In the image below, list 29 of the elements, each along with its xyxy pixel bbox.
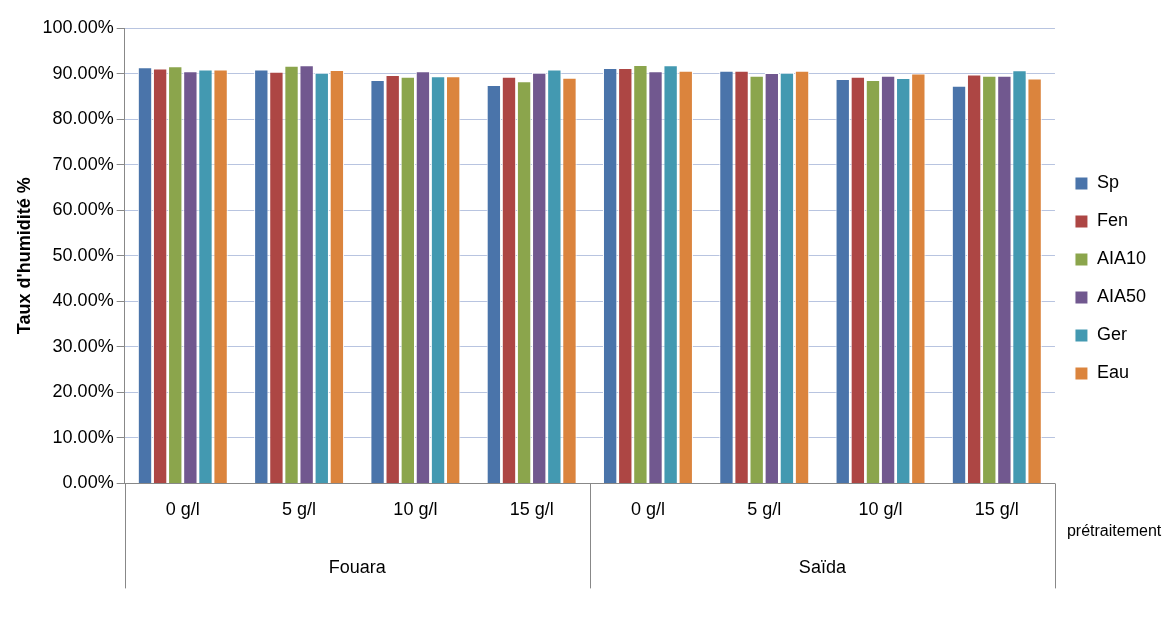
y-tick-label: 10.00% [52, 426, 114, 447]
x-tick-label: 15 g/l [974, 499, 1019, 520]
y-axis-title: Taux d'humidité % [13, 177, 34, 335]
x-axis-title: prétraitement [1066, 521, 1162, 539]
legend-label: Sp [1096, 172, 1119, 193]
x-tick-label: 5 g/l [747, 499, 782, 520]
y-tick-label: 40.00% [52, 290, 114, 311]
x-tick-label: 10 g/l [393, 499, 438, 520]
x-tick-label: 0 g/l [165, 499, 200, 520]
legend-label: AIA10 [1096, 248, 1147, 269]
y-tick-label: 30.00% [52, 335, 114, 356]
x-tick-label: 15 g/l [509, 499, 554, 520]
y-tick-label: 80.00% [52, 108, 114, 129]
y-tick-label: 70.00% [52, 153, 114, 174]
x-tick-label: 10 g/l [858, 499, 903, 520]
legend-label: Ger [1096, 324, 1127, 345]
legend-label: Eau [1096, 362, 1129, 383]
y-tick-label: 90.00% [52, 62, 114, 83]
x-tick-label: 0 g/l [630, 499, 665, 520]
y-tick-label: 60.00% [52, 199, 114, 220]
legend-label: Fen [1096, 210, 1128, 231]
x-tick-label: 5 g/l [282, 499, 317, 520]
text: Fouara [328, 557, 387, 578]
y-tick-label: 100.00% [42, 16, 114, 37]
y-tick-label: 20.00% [52, 381, 114, 402]
text: Saïda [798, 557, 847, 578]
y-tick-label: 0.00% [62, 472, 114, 493]
y-tick-label: 50.00% [52, 244, 114, 265]
legend-label: AIA50 [1096, 286, 1147, 307]
